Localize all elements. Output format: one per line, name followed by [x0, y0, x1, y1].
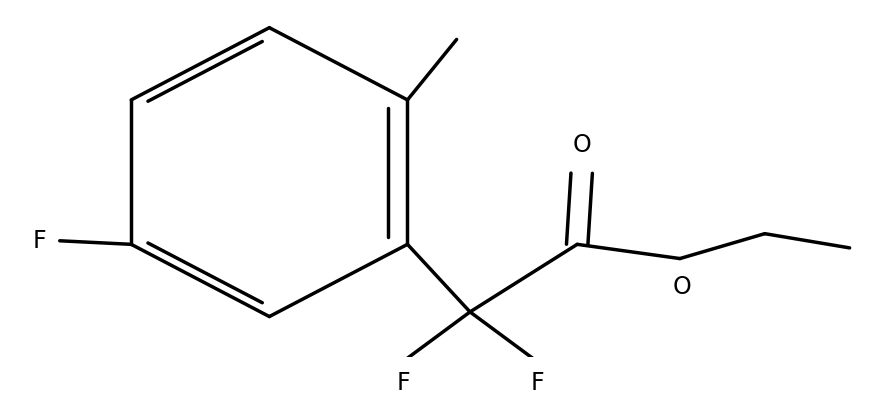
Text: O: O — [573, 133, 591, 157]
Text: O: O — [672, 275, 691, 299]
Text: F: F — [396, 371, 409, 394]
Text: F: F — [33, 229, 47, 253]
Text: F: F — [530, 371, 544, 394]
